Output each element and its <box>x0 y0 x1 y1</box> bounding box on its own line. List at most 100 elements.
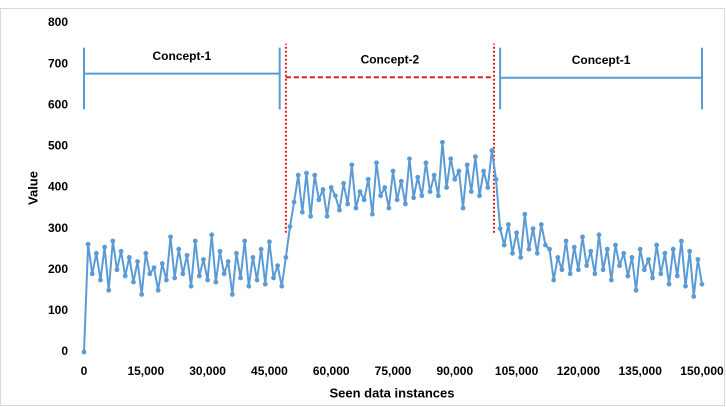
point <box>563 238 569 244</box>
point <box>184 252 190 258</box>
point <box>324 213 330 219</box>
point <box>576 267 581 273</box>
point <box>444 185 449 190</box>
point <box>464 162 470 168</box>
point <box>246 283 252 289</box>
point <box>349 162 355 168</box>
point <box>468 189 474 195</box>
point <box>477 193 482 199</box>
point <box>196 273 202 279</box>
point <box>192 238 198 244</box>
point <box>683 283 688 289</box>
point <box>526 246 532 252</box>
point <box>695 257 701 262</box>
x-tick-label: 75,000 <box>375 364 412 378</box>
point <box>592 271 598 277</box>
point <box>341 180 346 186</box>
point <box>440 139 445 145</box>
y-tick-label: 300 <box>48 221 68 235</box>
point <box>279 283 285 289</box>
x-tick-label: 105,000 <box>495 364 539 378</box>
point <box>588 248 594 254</box>
point <box>304 170 309 176</box>
x-tick-label: 30,000 <box>189 364 226 378</box>
point <box>316 197 322 203</box>
point <box>283 255 289 260</box>
point <box>267 239 272 245</box>
point <box>139 292 145 297</box>
y-axis-title: Value <box>25 171 40 205</box>
point <box>518 255 524 260</box>
point <box>85 241 91 247</box>
x-axis-title: Seen data instances <box>330 385 455 400</box>
series-line <box>83 141 703 353</box>
point <box>600 267 606 273</box>
point <box>670 246 676 252</box>
point <box>258 246 264 252</box>
point <box>567 271 573 277</box>
point <box>530 226 536 232</box>
point <box>365 176 371 182</box>
point <box>629 255 635 260</box>
point <box>217 248 223 254</box>
point <box>419 193 425 199</box>
x-tick-label: 135,000 <box>619 364 663 378</box>
point <box>209 232 215 238</box>
annotation-label: Concept-1 <box>572 53 631 67</box>
y-tick-label: 600 <box>48 97 68 111</box>
point <box>407 156 412 162</box>
point <box>555 255 561 260</box>
point <box>666 281 672 287</box>
y-tick-label: 700 <box>48 56 68 70</box>
point <box>489 148 495 153</box>
point <box>312 172 318 178</box>
point <box>143 250 149 256</box>
point <box>473 154 478 160</box>
point <box>370 211 375 217</box>
point <box>238 275 243 281</box>
x-tick-label: 60,000 <box>313 364 350 378</box>
point <box>205 277 211 283</box>
point <box>159 261 165 266</box>
point <box>431 172 437 178</box>
point <box>699 281 705 287</box>
point <box>168 234 173 240</box>
point <box>98 277 103 283</box>
point <box>637 246 643 252</box>
point <box>299 209 305 215</box>
chart-border <box>0 8 725 406</box>
point <box>658 271 664 277</box>
point <box>114 267 120 273</box>
annotation-label: Concept-2 <box>361 52 420 66</box>
point <box>225 259 231 264</box>
point <box>229 292 235 297</box>
point <box>147 271 153 277</box>
y-tick-label: 500 <box>48 139 68 153</box>
point <box>448 156 454 162</box>
point <box>89 271 95 277</box>
point <box>106 287 112 293</box>
point <box>641 267 647 273</box>
point <box>320 187 326 192</box>
point <box>110 238 116 244</box>
point <box>126 255 132 260</box>
point <box>386 205 392 211</box>
point <box>135 259 140 264</box>
point <box>345 201 351 207</box>
point <box>547 246 552 252</box>
x-tick-label: 0 <box>81 364 88 378</box>
point <box>481 168 487 174</box>
point <box>584 263 590 269</box>
point <box>275 263 281 269</box>
point <box>81 349 87 355</box>
point <box>435 193 441 199</box>
point <box>522 211 528 217</box>
point <box>188 283 194 289</box>
point <box>617 263 622 269</box>
point <box>423 160 429 166</box>
y-tick-label: 400 <box>48 180 68 194</box>
point <box>287 224 293 229</box>
point <box>374 160 379 166</box>
point <box>250 255 256 260</box>
point <box>543 242 548 248</box>
